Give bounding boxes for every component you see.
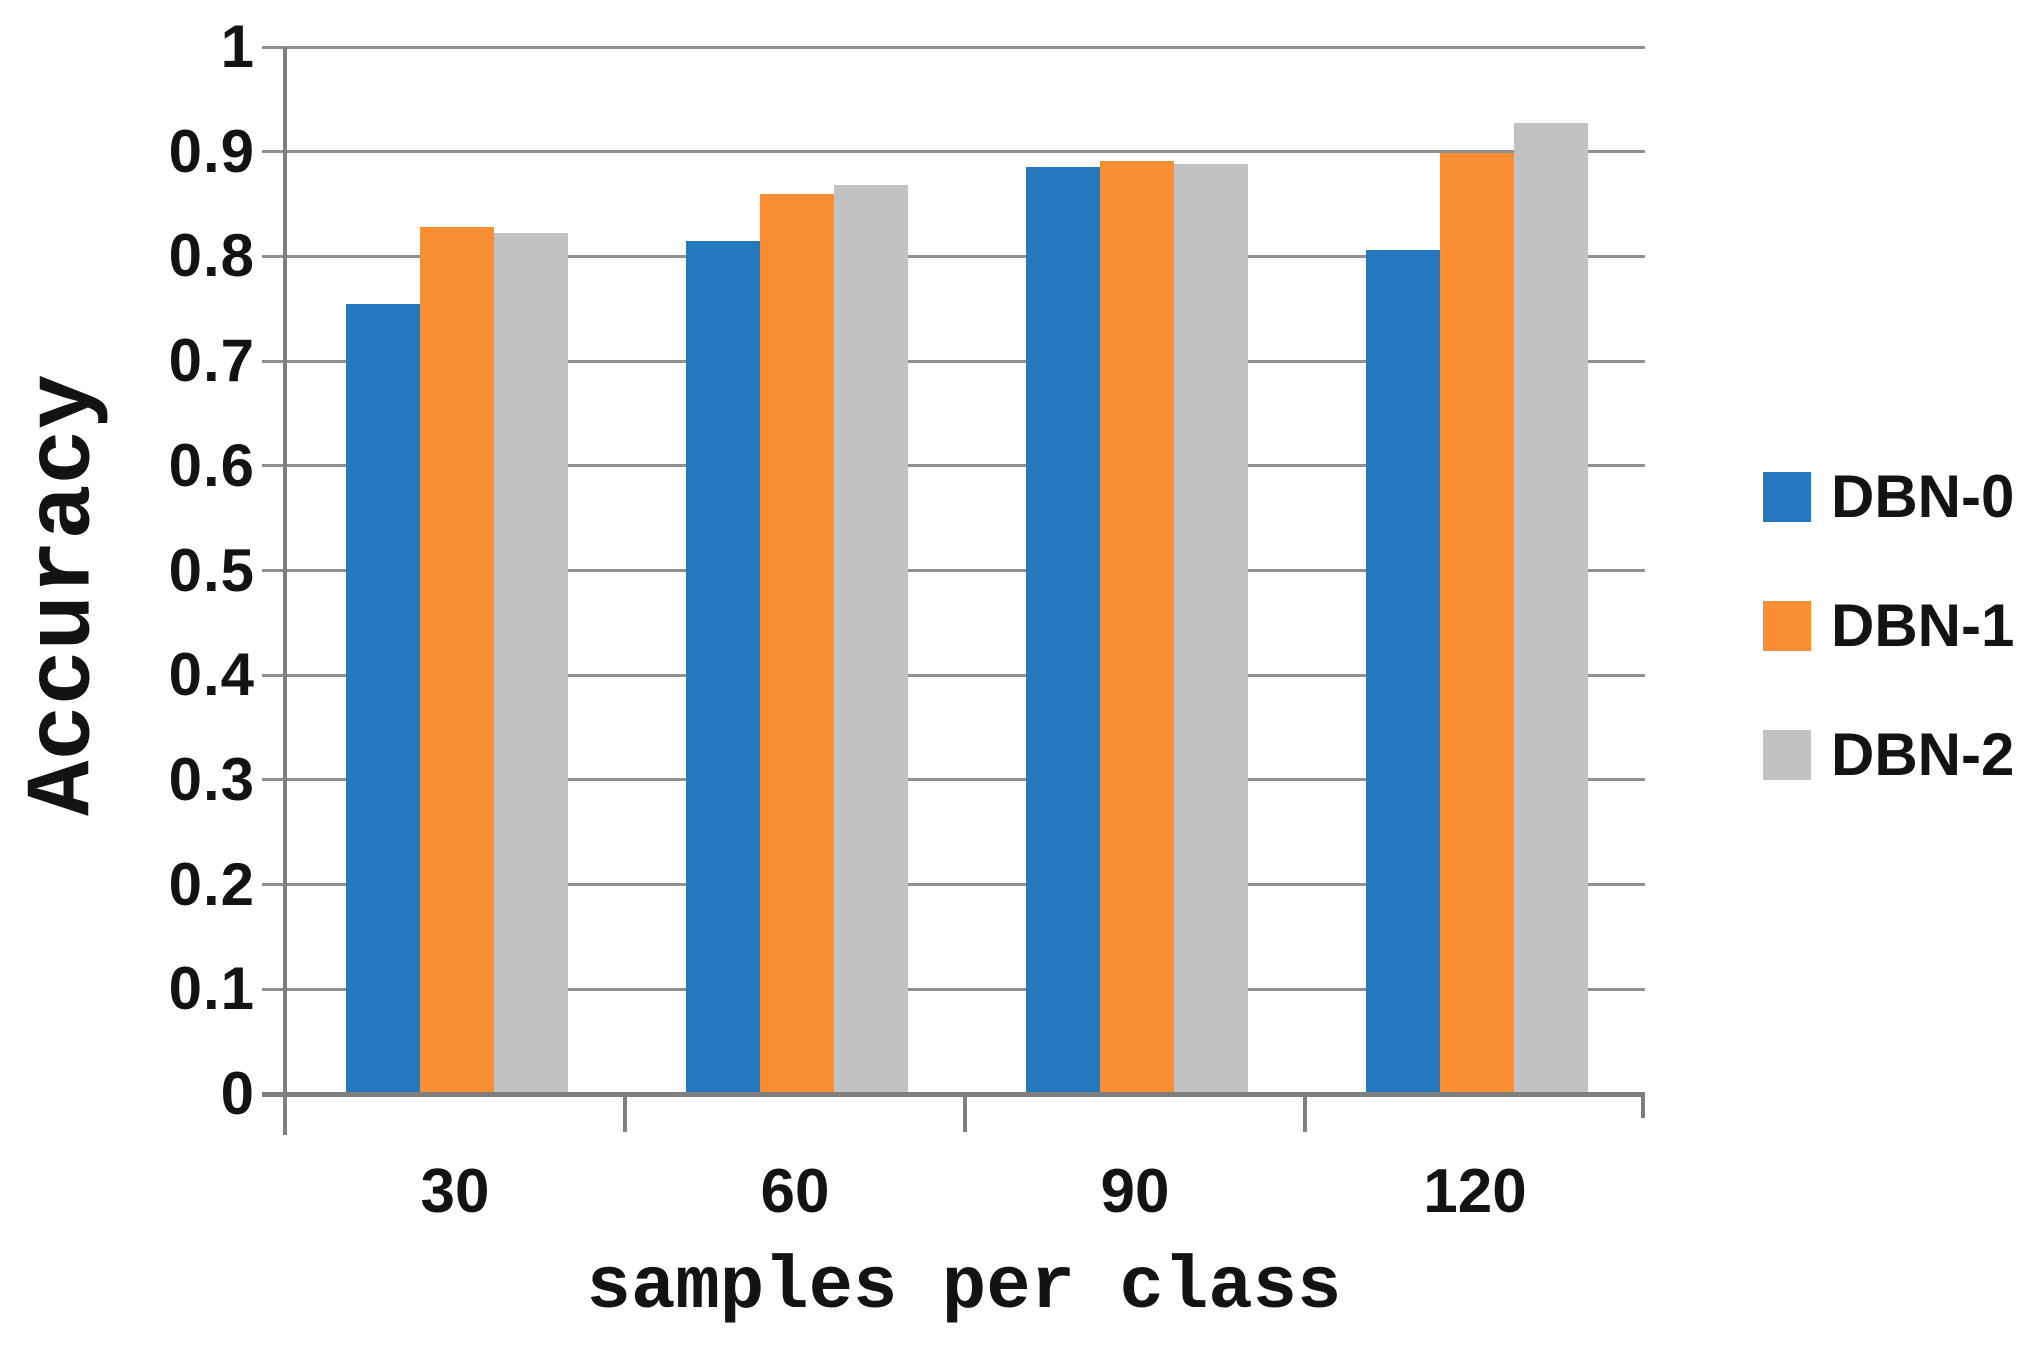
x-tick-label: 30 <box>420 1157 490 1226</box>
y-tick-label: 1 <box>220 13 255 80</box>
x-tick-label: 120 <box>1423 1157 1527 1226</box>
bar-DBN-2-60 <box>834 185 908 1094</box>
y-tick-label: 0.8 <box>168 222 255 290</box>
gridline <box>262 45 1645 49</box>
y-tick-label: 0.2 <box>168 850 255 918</box>
gridline <box>262 673 1645 677</box>
y-tick-label: 0.7 <box>168 327 255 395</box>
x-axis-line <box>262 1092 1645 1097</box>
legend-swatch-DBN-0 <box>1763 472 1811 522</box>
gridline <box>262 883 1645 887</box>
bar-DBN-2-120 <box>1514 123 1588 1094</box>
y-tick-label: 0.1 <box>168 955 255 1023</box>
gridline <box>262 987 1645 991</box>
gridline <box>262 778 1645 782</box>
y-tick-label: 0.3 <box>168 745 255 813</box>
gridline <box>262 254 1645 258</box>
x-axis-title: samples per class <box>586 1246 1342 1330</box>
legend-label: DBN-2 <box>1831 721 2015 788</box>
bar-DBN-0-30 <box>346 304 420 1094</box>
x-tick <box>1303 1094 1307 1132</box>
bar-DBN-0-120 <box>1366 250 1440 1094</box>
bar-DBN-0-60 <box>686 241 760 1094</box>
bar-DBN-0-90 <box>1026 167 1100 1094</box>
legend-label: DBN-0 <box>1831 463 2015 530</box>
y-axis-title: Accuracy <box>11 374 117 816</box>
y-tick-label: 0.6 <box>168 431 255 499</box>
y-tick-label: 0 <box>220 1060 255 1127</box>
bar-DBN-1-60 <box>760 194 834 1094</box>
y-tick-label: 0.5 <box>168 536 255 604</box>
bar-DBN-1-120 <box>1440 153 1514 1094</box>
bar-DBN-2-90 <box>1174 164 1248 1094</box>
x-tick-label: 60 <box>760 1157 830 1226</box>
x-tick <box>963 1094 967 1132</box>
y-tick-label: 0.4 <box>168 641 255 709</box>
legend-swatch-DBN-1 <box>1763 601 1811 651</box>
gridline <box>262 464 1645 468</box>
x-tick-label: 90 <box>1100 1157 1170 1226</box>
gridline <box>262 359 1645 363</box>
gridline <box>262 150 1645 154</box>
bar-DBN-2-30 <box>494 233 568 1094</box>
x-tick <box>623 1094 627 1132</box>
bar-DBN-1-90 <box>1100 161 1174 1094</box>
legend-item-DBN-2: DBN-2 <box>1763 721 2015 788</box>
legend: DBN-0 DBN-1 DBN-2 <box>1763 463 2015 859</box>
legend-item-DBN-1: DBN-1 <box>1763 592 2015 659</box>
legend-label: DBN-1 <box>1831 592 2015 659</box>
legend-swatch-DBN-2 <box>1763 730 1811 780</box>
bar-DBN-1-30 <box>420 227 494 1094</box>
gridline <box>262 569 1645 572</box>
y-axis-line <box>283 47 287 1135</box>
legend-item-DBN-0: DBN-0 <box>1763 463 2015 530</box>
x-axis-end-tick <box>1641 1094 1645 1118</box>
y-tick-label: 0.9 <box>168 117 255 185</box>
